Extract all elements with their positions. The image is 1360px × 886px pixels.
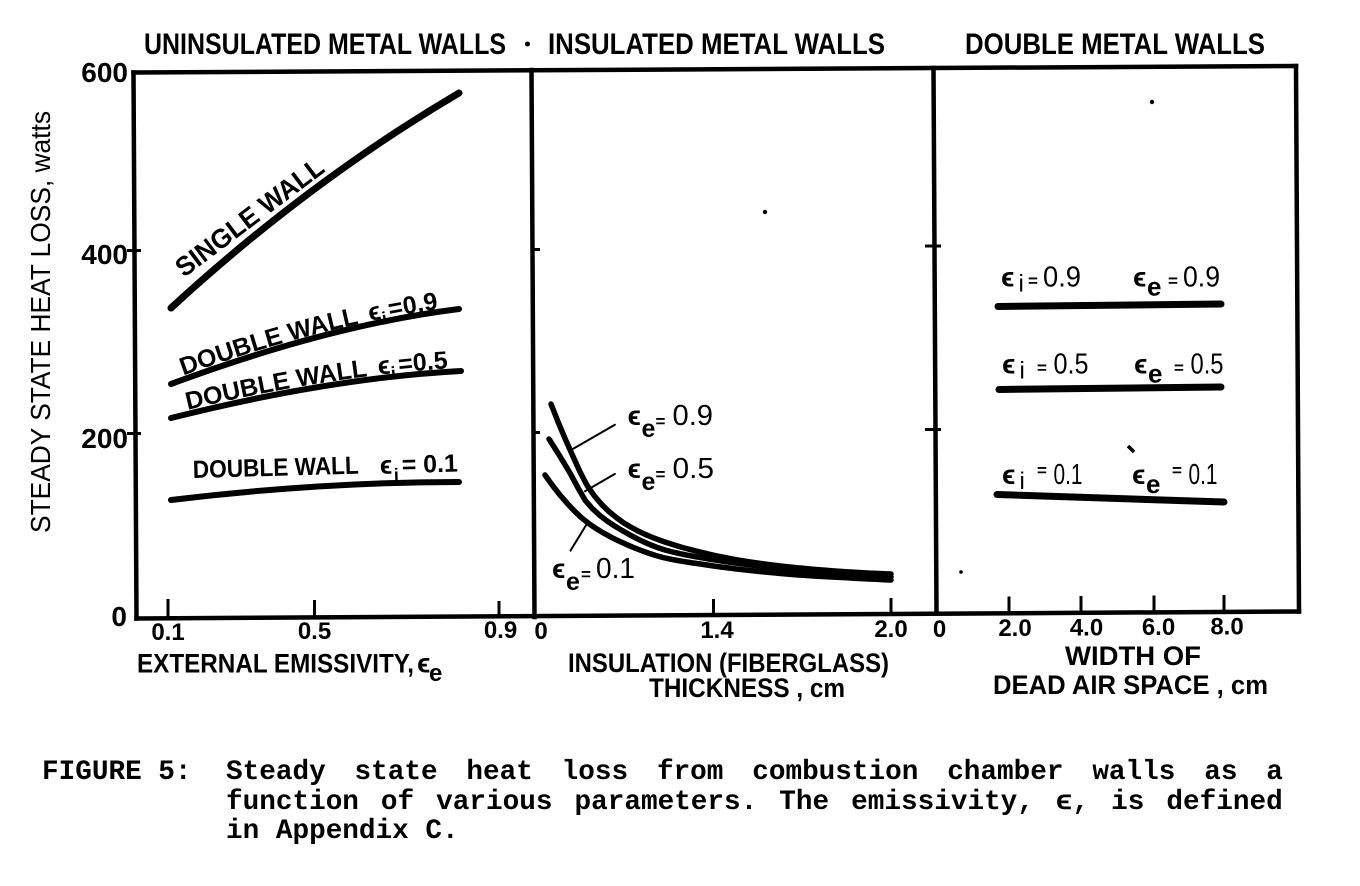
svg-text:200: 200 xyxy=(81,423,128,454)
svg-text:=: = xyxy=(656,465,666,484)
svg-text:2.0: 2.0 xyxy=(998,615,1031,642)
svg-text:WIDTH OF: WIDTH OF xyxy=(1065,641,1201,671)
svg-text:STEADY STATE HEAT LOSS, watts: STEADY STATE HEAT LOSS, watts xyxy=(25,111,56,533)
svg-text:EXTERNAL EMISSIVITY,: EXTERNAL EMISSIVITY, xyxy=(137,649,414,679)
svg-text:i: i xyxy=(1020,358,1025,385)
svg-text:ϵ: ϵ xyxy=(628,453,641,484)
svg-text:ϵ: ϵ xyxy=(1002,349,1015,380)
svg-text:0.9: 0.9 xyxy=(673,400,714,432)
svg-text:DOUBLE METAL WALLS: DOUBLE METAL WALLS xyxy=(965,28,1265,61)
svg-text:ϵ: ϵ xyxy=(1132,459,1145,490)
svg-text:DOUBLE WALL: DOUBLE WALL xyxy=(192,452,359,484)
svg-text:1.4: 1.4 xyxy=(700,617,734,644)
svg-text:0.9: 0.9 xyxy=(1043,262,1081,294)
svg-text:0.5: 0.5 xyxy=(298,618,331,645)
svg-text:0: 0 xyxy=(534,618,547,645)
svg-text:i: i xyxy=(1020,468,1025,495)
svg-text:ϵ: ϵ xyxy=(1134,349,1147,380)
svg-text:ϵ: ϵ xyxy=(628,400,641,431)
svg-text:6.0: 6.0 xyxy=(1142,614,1175,641)
svg-text:i: i xyxy=(1019,271,1024,298)
svg-text:=: = xyxy=(581,565,591,584)
svg-text:INSULATED METAL WALLS: INSULATED METAL WALLS xyxy=(548,28,885,61)
svg-text:4.0: 4.0 xyxy=(1070,615,1103,642)
svg-text:i: i xyxy=(394,465,400,485)
svg-text:=: = xyxy=(1168,272,1178,291)
svg-text:ϵ: ϵ xyxy=(1133,262,1146,293)
svg-text:0.1: 0.1 xyxy=(596,553,635,585)
svg-text:=: = xyxy=(656,412,666,431)
svg-text:8.0: 8.0 xyxy=(1210,614,1243,641)
svg-text:in Appendix C.: in Appendix C. xyxy=(226,816,459,847)
svg-text:=: = xyxy=(1174,359,1184,378)
svg-text:ϵ: ϵ xyxy=(1002,459,1015,490)
svg-text:INSULATION (FIBERGLASS): INSULATION (FIBERGLASS) xyxy=(568,648,889,678)
svg-text:UNINSULATED METAL WALLS: UNINSULATED METAL WALLS xyxy=(144,28,506,61)
svg-text:e: e xyxy=(1148,359,1162,389)
svg-text:0.1: 0.1 xyxy=(1189,459,1218,491)
svg-text:ϵ: ϵ xyxy=(417,648,430,679)
svg-text:ϵ: ϵ xyxy=(379,450,392,480)
svg-text:0.5: 0.5 xyxy=(1191,349,1224,381)
svg-text:DEAD AIR SPACE , cm: DEAD AIR SPACE , cm xyxy=(993,670,1268,700)
svg-text:e: e xyxy=(1146,469,1160,499)
svg-text:0: 0 xyxy=(111,601,127,632)
svg-text:0.1: 0.1 xyxy=(1054,459,1083,491)
svg-text:=: = xyxy=(1028,272,1038,291)
svg-text:e: e xyxy=(1147,272,1161,302)
svg-text:0.1: 0.1 xyxy=(151,619,184,646)
svg-text:THICKNESS , cm: THICKNESS , cm xyxy=(649,673,845,703)
svg-text:e: e xyxy=(566,568,580,596)
svg-text:0.5: 0.5 xyxy=(1054,349,1089,381)
svg-text:2.0: 2.0 xyxy=(874,616,907,643)
svg-text:0.5: 0.5 xyxy=(673,453,715,485)
svg-text:Steady state heat loss from co: Steady state heat loss from combustion c… xyxy=(226,757,1283,788)
svg-text:0.9: 0.9 xyxy=(1183,262,1220,294)
svg-text:e: e xyxy=(429,660,442,687)
svg-text:ϵ: ϵ xyxy=(1001,262,1014,293)
svg-text:=: = xyxy=(1037,359,1047,378)
svg-text:0: 0 xyxy=(933,616,946,643)
svg-text:400: 400 xyxy=(81,239,128,270)
svg-text:=: = xyxy=(1172,461,1182,480)
svg-text:= 0.1: = 0.1 xyxy=(401,450,458,479)
svg-text:function of various parameters: function of various parameters. The emis… xyxy=(226,787,1283,818)
svg-text:ϵ: ϵ xyxy=(552,553,565,584)
svg-text:0.9: 0.9 xyxy=(484,617,517,644)
svg-text:=: = xyxy=(1037,461,1047,480)
svg-text:e: e xyxy=(642,468,656,496)
svg-text:e: e xyxy=(642,415,656,443)
svg-text:FIGURE 5:: FIGURE 5: xyxy=(42,757,192,788)
svg-text:600: 600 xyxy=(81,57,128,88)
